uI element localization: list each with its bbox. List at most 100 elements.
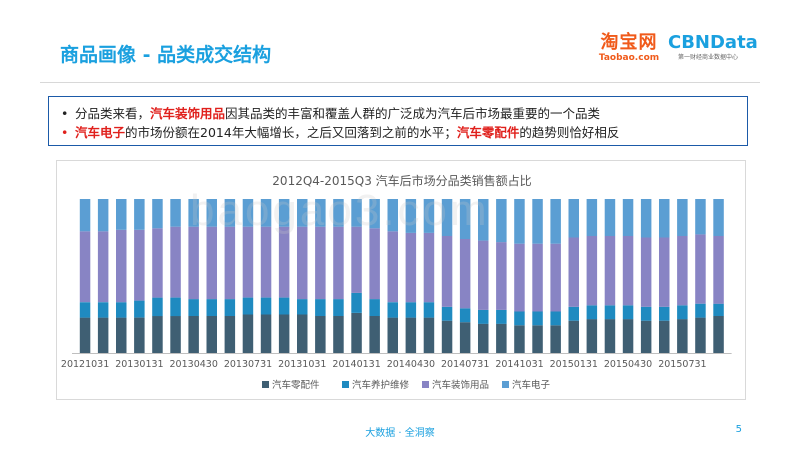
bar-segment-electronics-20121130: [97, 199, 109, 232]
legend-label-parts: 汽车零配件: [272, 379, 320, 391]
bar-segment-decor-20140630: [441, 236, 453, 307]
bar-segment-parts-20150930: [713, 316, 724, 353]
bar-segment-electronics-20150430: [622, 199, 634, 236]
bar-segment-decor-20131231: [333, 226, 344, 300]
bar-segment-parts-20150731: [677, 319, 688, 353]
bar-segment-maintenance-20150531: [640, 306, 652, 321]
bar-segment-electronics-20140630: [441, 199, 453, 236]
bar-segment-parts-20131031: [297, 314, 308, 353]
legend-label-electronics: 汽车电子: [512, 379, 551, 391]
bar-segment-decor-20130630: [224, 226, 236, 300]
bar-segment-maintenance-20140430: [405, 302, 417, 318]
x-tick-label: 20130131: [115, 359, 163, 370]
legend-label-maintenance: 汽车养护维修: [352, 379, 410, 391]
bar-segment-parts-20141130: [532, 325, 543, 353]
x-tick-label: 20121031: [61, 359, 109, 370]
legend-swatch-electronics: [502, 381, 509, 388]
bar-segment-maintenance-20150930: [713, 303, 724, 316]
bar-segment-decor-20130531: [206, 226, 217, 300]
bar-segment-decor-20150630: [659, 237, 670, 307]
bar-segment-electronics-20140430: [405, 199, 417, 233]
bar-segment-parts-20140930: [496, 323, 507, 353]
summary-2-mid: 的市场份额在2014年大幅增长，之后又回落到之前的水平；: [125, 125, 457, 140]
x-tick-label: 20141031: [495, 359, 543, 370]
bar-segment-parts-20140131: [351, 313, 362, 353]
bar-segment-decor-20150831: [695, 234, 706, 304]
bar-segment-maintenance-20150430: [622, 305, 634, 320]
bar-segment-parts-20140430: [405, 317, 417, 353]
bar-segment-electronics-20131031: [297, 199, 308, 227]
bar-segment-maintenance-20130131: [134, 300, 145, 318]
bar-segment-electronics-20150131: [568, 199, 579, 238]
taobao-logo-text: 淘宝网: [600, 32, 658, 53]
bar-segment-parts-20150531: [640, 320, 652, 353]
bar-segment-parts-20140531: [423, 317, 435, 353]
bar-segment-parts-20121231: [116, 317, 127, 353]
bar-segment-decor-20130731: [242, 226, 254, 298]
bar-segment-parts-20150630: [659, 320, 670, 353]
x-tick-label: 20150131: [550, 359, 598, 370]
summary-1-post: 因其品类的丰富和覆盖人群的广泛成为汽车后市场最重要的一个品类: [225, 106, 601, 121]
chart-title: 2012Q4-2015Q3 汽车后市场分品类销售额占比: [272, 174, 532, 188]
bar-segment-decor-20140331: [387, 231, 398, 303]
bar-segment-electronics-20150630: [659, 199, 670, 238]
bar-segment-decor-20150131: [568, 237, 579, 307]
bar-segment-maintenance-20140831: [478, 309, 489, 324]
summary-bullet-1: • 分品类来看，汽车装饰用品因其品类的丰富和覆盖人群的广泛成为汽车后市场最重要的一…: [61, 104, 737, 123]
bullet-dot-icon: •: [61, 106, 69, 121]
bar-segment-parts-20140831: [478, 323, 489, 353]
bar-segment-maintenance-20140731: [459, 308, 471, 323]
bar-segment-electronics-20140228: [369, 199, 380, 229]
bar-segment-parts-20121130: [97, 317, 109, 353]
bar-segment-decor-20140430: [405, 232, 417, 303]
bar-segment-electronics-20130930: [278, 199, 290, 227]
summary-1-pre: 分品类来看，: [75, 106, 151, 121]
legend-label-decor: 汽车装饰用品: [432, 379, 489, 391]
legend-swatch-parts: [262, 381, 269, 388]
bar-segment-electronics-20140331: [387, 199, 398, 232]
bar-segment-parts-20150331: [604, 319, 616, 353]
bar-segment-electronics-20141231: [550, 199, 561, 244]
summary-2-highlight-1: 汽车电子: [75, 125, 126, 140]
bar-segment-electronics-20150228: [586, 199, 598, 236]
bar-segment-maintenance-20140131: [351, 292, 362, 313]
bar-segment-maintenance-20150731: [677, 305, 688, 320]
watermark: baogao3.com: [190, 186, 490, 235]
header-divider: [40, 82, 760, 83]
bar-segment-maintenance-20150831: [695, 303, 706, 318]
cbndata-logo-sub: 第一财经商业数据中心: [677, 54, 738, 61]
bar-segment-parts-20140331: [387, 317, 398, 353]
bar-segment-electronics-20140531: [423, 199, 435, 233]
bar-segment-electronics-20130630: [224, 199, 236, 227]
bar-segment-decor-20150930: [713, 236, 724, 304]
taobao-logo: 淘宝网 Taobao.com: [598, 33, 660, 64]
bar-segment-electronics-20140131: [351, 199, 362, 227]
bar-segment-electronics-20121031: [79, 199, 91, 232]
x-tick-label: 20140731: [441, 359, 489, 370]
x-tick-label: 20130731: [224, 359, 272, 370]
bar-segment-decor-20141031: [514, 243, 525, 312]
bar-segment-maintenance-20141231: [550, 311, 561, 326]
stacked-bar-chart: 20121031 20130131 20130430 20130731 20131031…: [61, 199, 732, 391]
bar-segment-maintenance-20150331: [604, 305, 616, 320]
bar-segment-maintenance-20140331: [387, 302, 398, 318]
bar-segment-maintenance-20141031: [514, 311, 525, 326]
bar-segment-decor-20150430: [622, 236, 634, 306]
bar-segment-parts-20150831: [695, 317, 706, 353]
bar-segment-parts-20131231: [333, 316, 344, 353]
bar-segment-maintenance-20150228: [586, 305, 598, 320]
bar-segment-decor-20121231: [116, 229, 127, 303]
bar-segment-decor-20131031: [297, 226, 308, 300]
bar-segment-decor-20121031: [79, 231, 91, 303]
x-tick-label: 20130430: [170, 359, 218, 370]
legend-swatch-decor: [422, 381, 429, 388]
bar-segment-decor-20140531: [423, 232, 435, 303]
bar-segment-decor-20150331: [604, 236, 616, 306]
bar-segment-parts-20150430: [622, 319, 634, 353]
bar-segment-maintenance-20131130: [315, 299, 326, 316]
bar-segment-maintenance-20140930: [496, 309, 507, 324]
bar-segment-electronics-20150831: [695, 199, 706, 235]
bar-segment-maintenance-20140228: [369, 299, 380, 316]
bar-segment-decor-20131130: [315, 226, 326, 300]
bar-segment-maintenance-20141130: [532, 311, 543, 326]
